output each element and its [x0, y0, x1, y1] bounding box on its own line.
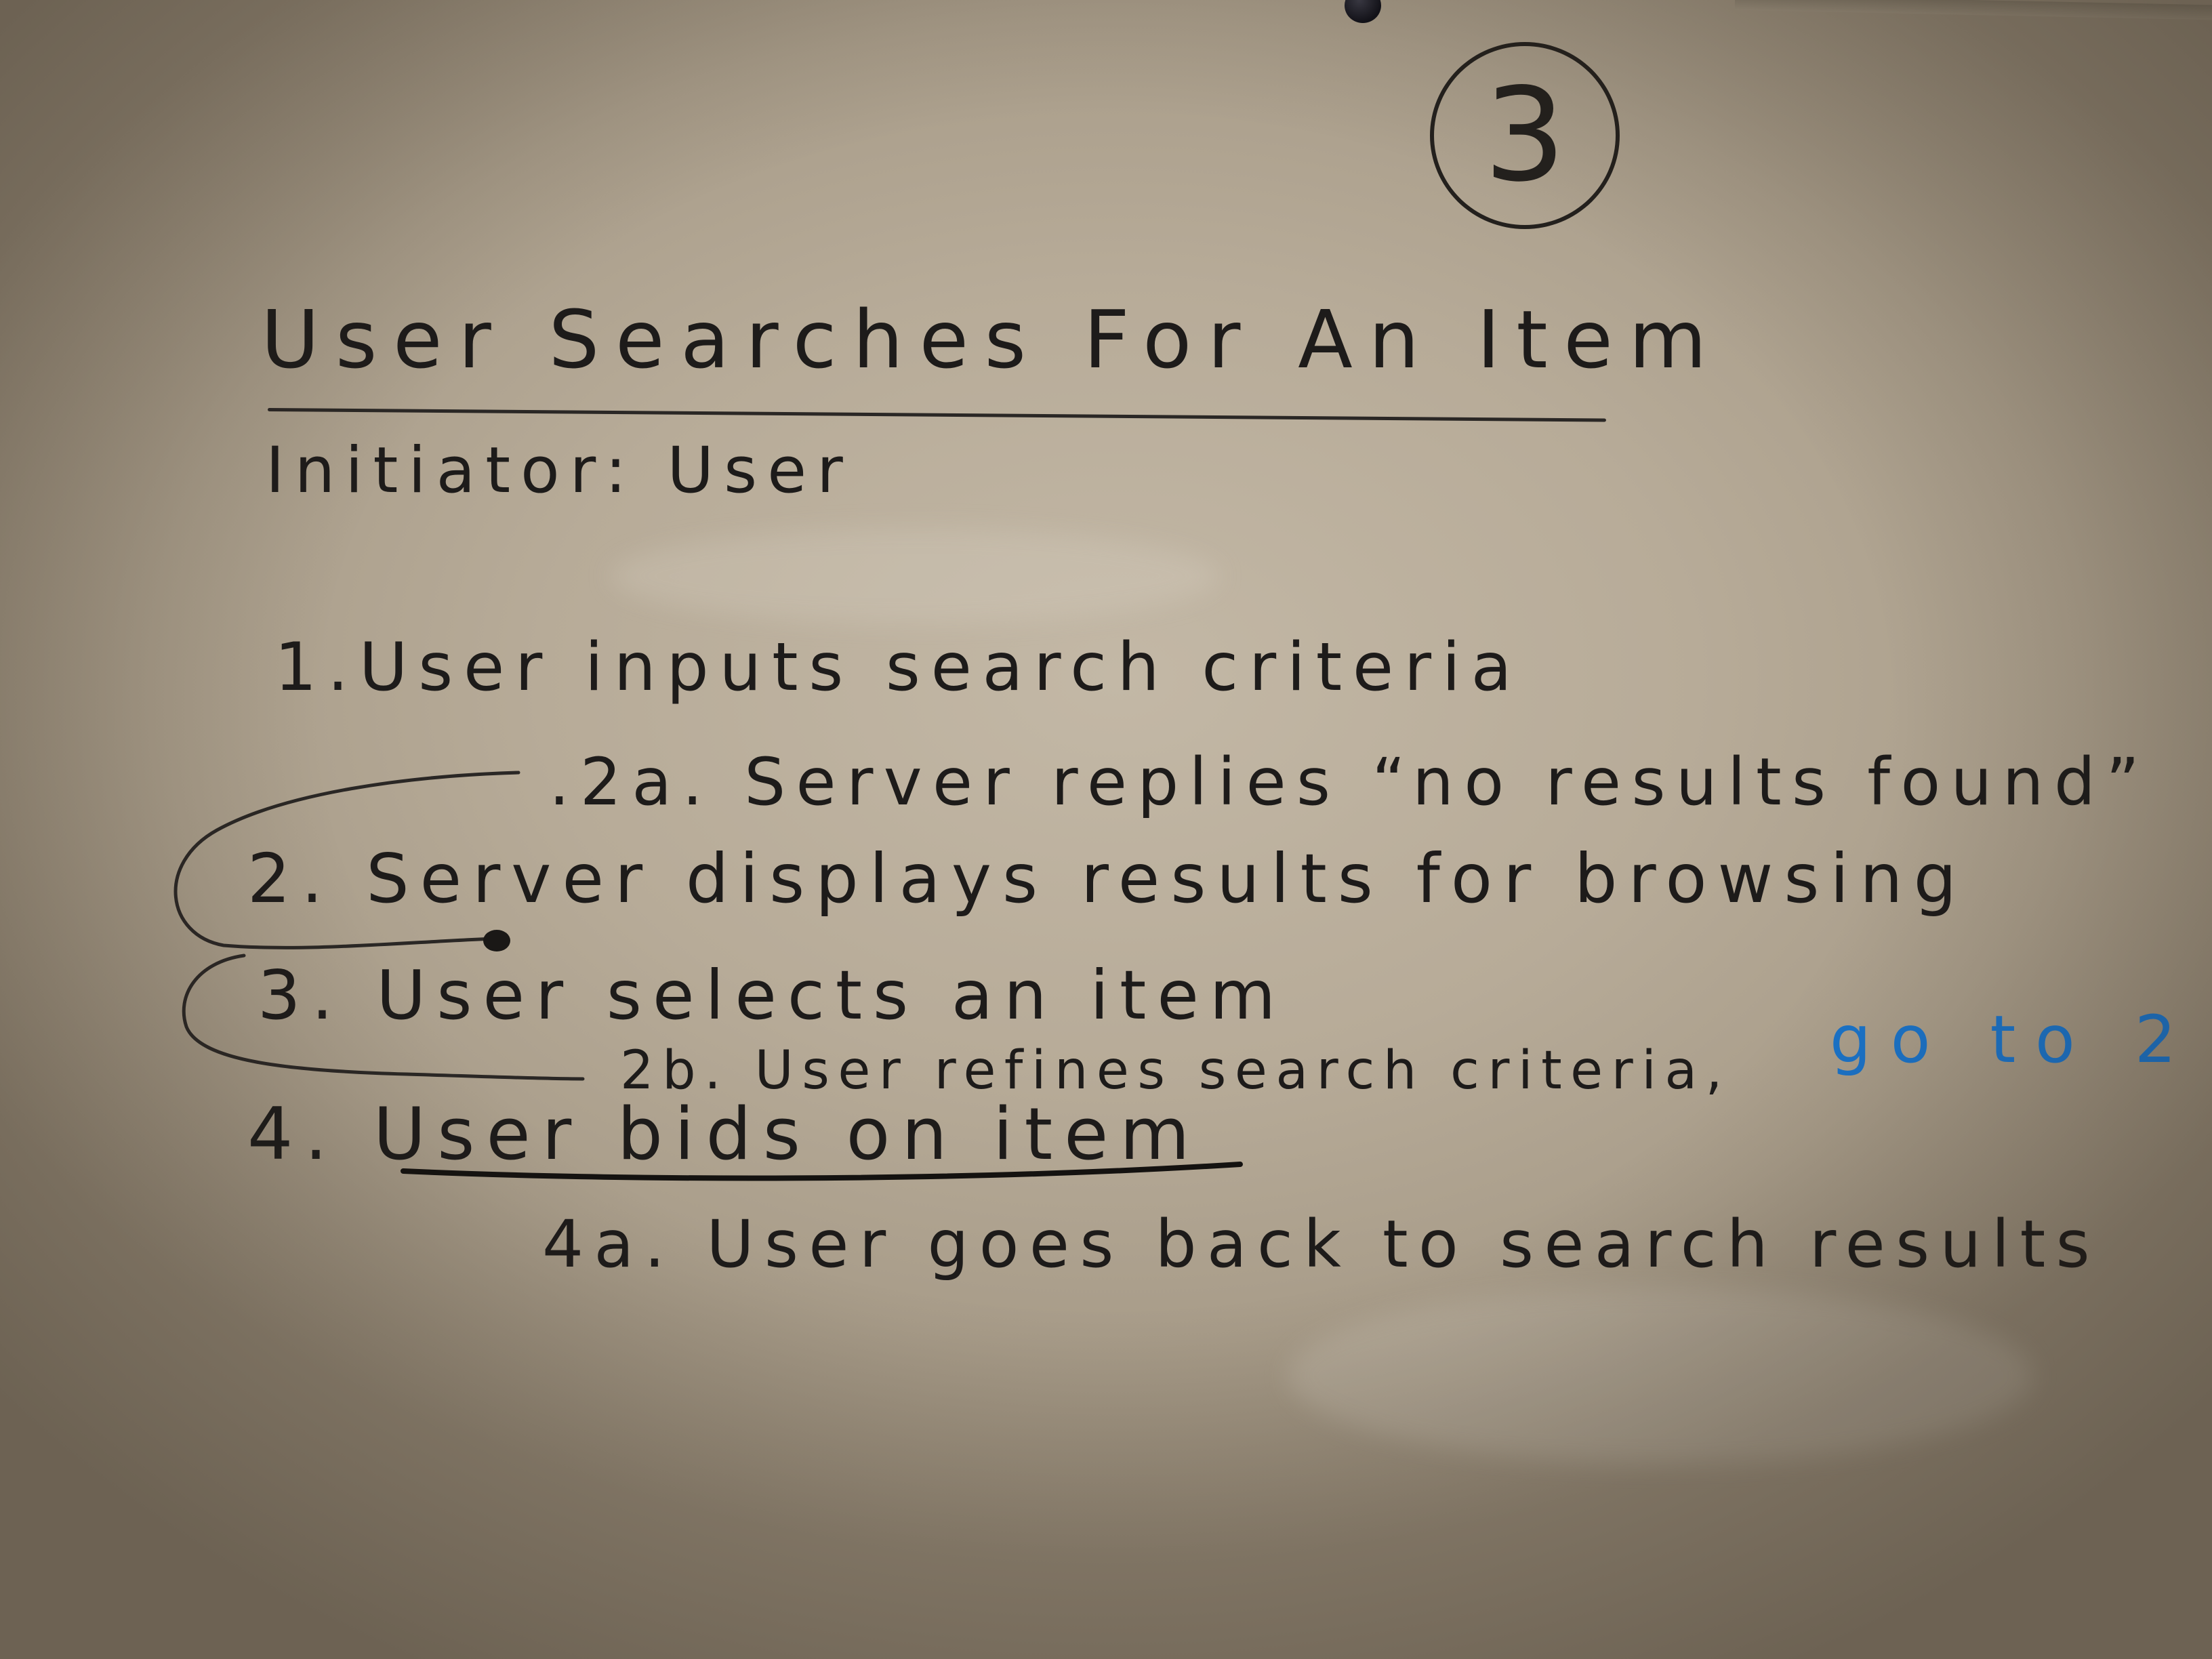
step-3: 3. User selects an item	[258, 956, 1287, 1035]
title-underline	[267, 408, 1606, 422]
eraser-smudge	[1288, 1288, 2033, 1464]
step-2b: 2b. User refines search criteria,	[620, 1040, 1731, 1101]
marker-dot	[483, 930, 510, 951]
initiator-line: Initiator: User	[266, 434, 853, 508]
goto-note-blue: go to 2	[1830, 1002, 2196, 1078]
use-case-title: User Searches For An Item	[261, 293, 1723, 386]
whiteboard-frame-edge	[1735, 0, 2212, 20]
step-2: 2. Server displays results for browsing	[247, 839, 1968, 918]
step-4a: 4a. User goes back to search results	[542, 1206, 2101, 1282]
step-1: 1.User inputs search criteria	[274, 629, 1523, 706]
magnet-icon	[1345, 0, 1381, 23]
step-2a: .2a. Server replies “no results found”	[549, 744, 2150, 820]
eraser-smudge	[610, 529, 1220, 623]
step-4: 4. User bids on item	[247, 1092, 1202, 1176]
page-number-circle: 3	[1430, 42, 1620, 229]
